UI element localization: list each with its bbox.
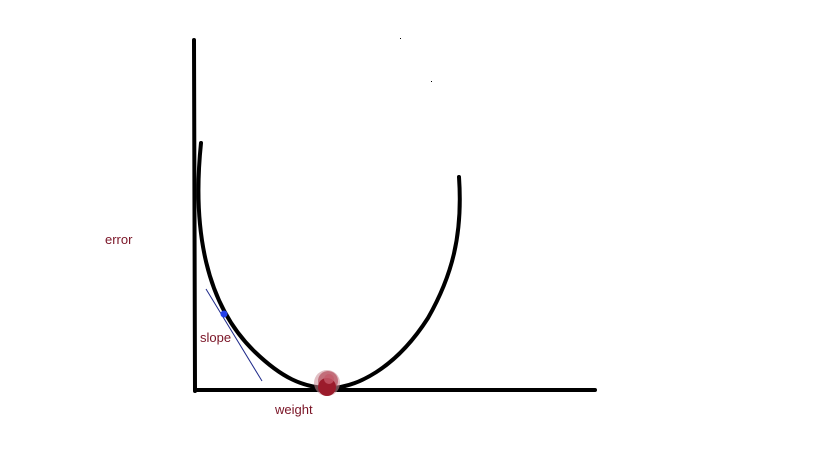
- speck: [431, 81, 432, 82]
- minimum-marker: [314, 370, 340, 396]
- error-axis-label: error: [105, 232, 133, 247]
- speck: [400, 38, 401, 39]
- slope-label: slope: [200, 330, 231, 345]
- tangent-line: [205, 288, 263, 382]
- weight-axis-label: weight: [274, 402, 313, 417]
- error-curve: [196, 141, 462, 391]
- y-axis-line: [192, 38, 197, 393]
- tangent-point: [220, 310, 228, 318]
